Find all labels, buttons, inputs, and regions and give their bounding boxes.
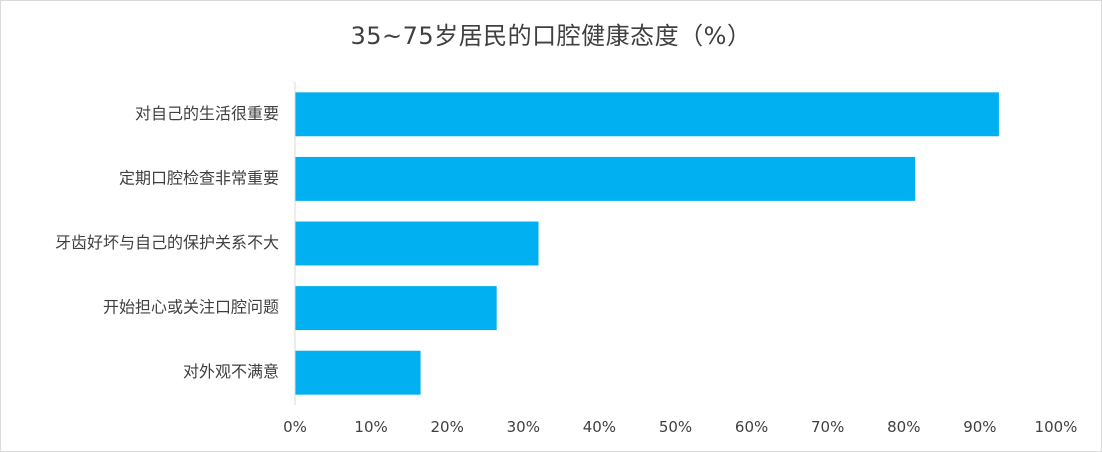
chart-title: 35~75岁居民的口腔健康态度（%）	[350, 22, 752, 50]
bar-4	[295, 286, 497, 331]
x-tick-label: 70%	[811, 418, 844, 436]
x-tick-label: 100%	[1035, 418, 1078, 436]
bar-3	[295, 221, 539, 266]
category-label: 牙齿好坏与自己的保护关系不大	[55, 233, 279, 252]
x-tick-label: 40%	[583, 418, 616, 436]
category-label: 对自己的生活很重要	[135, 104, 279, 123]
category-label: 对外观不满意	[183, 362, 279, 381]
bar-5	[295, 350, 421, 395]
x-tick-label: 20%	[431, 418, 464, 436]
bar-2	[295, 156, 916, 201]
x-tick-label: 0%	[283, 418, 307, 436]
category-label: 定期口腔检查非常重要	[119, 168, 279, 187]
category-label: 开始担心或关注口腔问题	[103, 298, 279, 317]
x-tick-label: 90%	[963, 418, 996, 436]
x-tick-label: 60%	[735, 418, 768, 436]
x-tick-label: 10%	[354, 418, 387, 436]
bar-1	[295, 92, 999, 137]
x-tick-label: 30%	[507, 418, 540, 436]
x-tick-label: 80%	[887, 418, 920, 436]
x-tick-label: 50%	[659, 418, 692, 436]
